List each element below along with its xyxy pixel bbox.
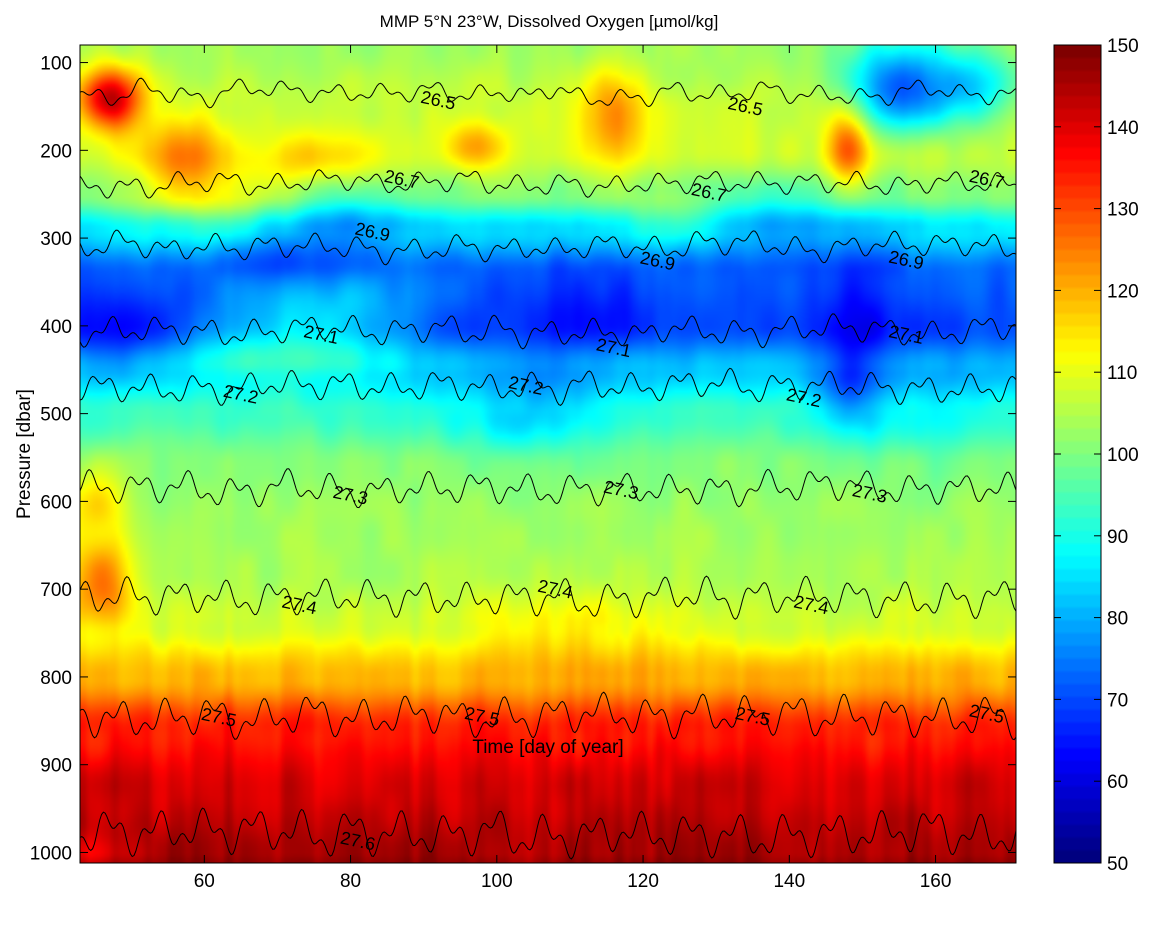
colorbar-tick-label: 150 [1107, 36, 1139, 57]
colorbar-tick-label: 120 [1107, 281, 1139, 302]
colorbar-tick-label: 140 [1107, 118, 1139, 139]
colorbar-tick-label: 70 [1107, 690, 1128, 711]
colorbar-ticks: 50 60 70 80 90 100 110 120 130 140 150 [1054, 36, 1139, 875]
x-axis-label: Time [day of year] [472, 737, 623, 758]
y-tick-label: 700 [40, 580, 72, 601]
colorbar-tick-label: 130 [1107, 200, 1139, 221]
colorbar: 50 60 70 80 90 100 110 120 130 140 150 [1053, 36, 1139, 875]
contour-line [80, 169, 1016, 199]
colorbar-tick-label: 90 [1107, 527, 1128, 548]
density-contours [80, 77, 1016, 860]
contour-line [80, 575, 1016, 620]
contour-line [80, 691, 1016, 741]
y-tick-label: 800 [40, 668, 72, 689]
contour-line [80, 77, 1016, 109]
y-tick-label: 900 [40, 756, 72, 777]
contour-line [80, 313, 1016, 350]
x-tick-label: 120 [627, 871, 659, 892]
y-tick-label: 400 [40, 317, 72, 338]
x-tick-label: 60 [194, 871, 215, 892]
oxygen-heatmap [80, 45, 1016, 863]
y-tick-label: 200 [40, 141, 72, 162]
y-tick-label: 1000 [30, 843, 72, 864]
y-tick-label: 300 [40, 229, 72, 250]
colorbar-tick-label: 50 [1107, 854, 1128, 875]
contour-line [80, 807, 1016, 860]
x-tick-label: 100 [481, 871, 513, 892]
colorbar-tick-label: 110 [1107, 363, 1137, 384]
colorbar-tick-label: 60 [1107, 772, 1128, 793]
y-tick-label: 100 [40, 54, 72, 75]
y-tick-label: 500 [40, 405, 72, 426]
contour-line [80, 367, 1016, 406]
y-axis: 100 200 300 400 500 600 700 800 900 1000 [30, 54, 1016, 864]
contour-line [80, 229, 1016, 266]
plot-frame [79, 44, 1017, 864]
density-contour-labels: 26.5 26.526.7 26.7 26.726.926.9 26.927.1 27.1… [200, 87, 1006, 855]
y-tick-label: 600 [40, 492, 72, 513]
contour-line [80, 468, 1016, 509]
x-tick-label: 80 [340, 871, 361, 892]
colorbar-gradient [1054, 45, 1101, 863]
colorbar-tick-label: 100 [1107, 445, 1139, 466]
colorbar-tick-label: 80 [1107, 609, 1128, 630]
y-axis-label: Pressure [dbar] [14, 389, 35, 519]
chart-title: MMP 5°N 23°W, Dissolved Oxygen [µmol/kg] [380, 12, 719, 31]
x-tick-label: 140 [773, 871, 805, 892]
x-tick-label: 160 [920, 871, 952, 892]
x-axis: 60 80 100 120 140 160 [194, 45, 952, 892]
plot-area: 26.5 26.526.7 26.7 26.726.926.9 26.927.1 27.1… [79, 44, 1017, 864]
